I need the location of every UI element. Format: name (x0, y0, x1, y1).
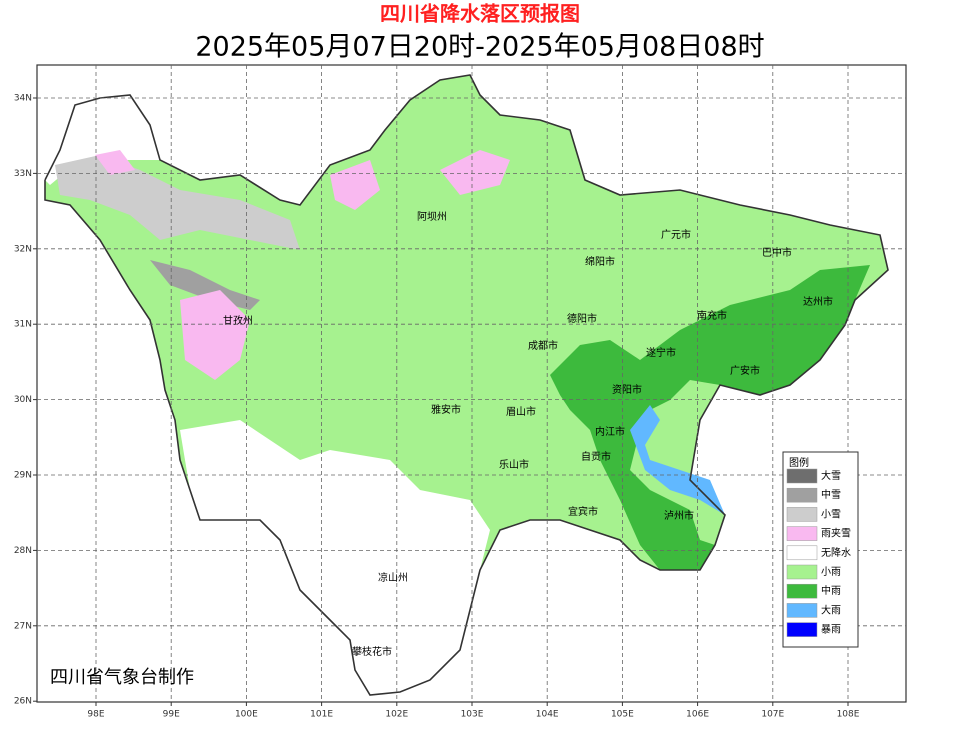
place-label: 广安市 (730, 364, 760, 377)
heavy-rain-area (630, 405, 725, 515)
sleet-area (95, 150, 135, 175)
no-precip-south (180, 420, 490, 695)
place-label: 遂宁市 (646, 346, 676, 359)
legend-swatch (786, 487, 818, 503)
place-label: 达州市 (803, 295, 833, 308)
sleet-area (330, 160, 380, 210)
lat-tick-label: 31N (14, 320, 32, 330)
moderate-snow-area (150, 260, 260, 310)
legend-label: 暴雨 (821, 624, 841, 636)
place-label: 攀枝花市 (352, 645, 392, 658)
lon-tick-label: 106E (686, 710, 709, 720)
legend-swatch (786, 468, 818, 484)
place-label: 乐山市 (499, 458, 529, 471)
place-label: 巴中市 (762, 246, 792, 259)
lon-tick-label: 100E (235, 710, 258, 720)
legend-label: 小雨 (821, 566, 841, 578)
sleet-area (180, 290, 250, 380)
legend-label: 小雪 (821, 508, 841, 520)
lon-tick-label: 101E (310, 710, 333, 720)
place-label: 自贡市 (581, 450, 611, 463)
lat-tick-label: 26N (14, 697, 32, 707)
lon-tick-label: 107E (761, 710, 784, 720)
legend-label: 中雪 (821, 488, 841, 501)
legend-label: 大雨 (821, 603, 841, 616)
moderate-rain-area (550, 265, 870, 570)
place-label: 泸州市 (664, 509, 694, 522)
place-label: 宜宾市 (568, 505, 598, 518)
place-label: 阿坝州 (417, 211, 447, 223)
light-snow-area (55, 155, 300, 250)
lat-tick-label: 30N (14, 395, 32, 405)
legend-swatch (786, 583, 818, 599)
legend-swatch (786, 545, 818, 561)
credit: 四川省气象台制作 (50, 667, 194, 688)
lon-tick-label: 108E (837, 710, 860, 720)
place-label: 雅安市 (431, 403, 461, 416)
grid: 34N 33N 32N 31N 30N 29N 28N 27N 26N 98E 99E 100E 101… (14, 65, 906, 720)
province-border (44, 74, 889, 696)
place-label: 眉山市 (506, 405, 536, 418)
legend-swatch (786, 507, 818, 522)
place-label: 德阳市 (567, 312, 597, 325)
place-label: 成都市 (528, 339, 558, 352)
place-label: 凉山州 (378, 571, 408, 584)
lon-tick-label: 104E (536, 710, 559, 720)
legend-label: 无降水 (821, 546, 851, 559)
lon-tick-label: 105E (611, 710, 634, 720)
legend-swatch (786, 564, 818, 580)
lat-tick-label: 28N (14, 546, 32, 556)
legend-swatch (786, 526, 818, 541)
place-label: 内江市 (595, 425, 625, 438)
lon-tick-label: 102E (385, 710, 408, 720)
places: 阿坝州 广元市 巴中市 绵阳市 达州市 甘孜州 德阳市 南充市 成都市 遂宁市 … (223, 211, 833, 658)
lon-tick-label: 98E (87, 710, 104, 720)
subtitle: 2025年05月07日20时-2025年05月08日08时 (195, 32, 764, 63)
lat-tick-label: 32N (14, 244, 32, 254)
title: 四川省降水落区预报图 (380, 2, 580, 26)
regions (44, 74, 889, 696)
lon-tick-label: 103E (461, 710, 484, 720)
place-label: 绵阳市 (585, 255, 615, 268)
place-label: 广元市 (661, 228, 691, 241)
place-label: 资阳市 (612, 383, 642, 396)
legend-label: 大雪 (821, 469, 841, 482)
lat-tick-label: 27N (14, 621, 32, 631)
lon-tick-label: 99E (163, 710, 180, 720)
place-label: 甘孜州 (223, 314, 253, 327)
legend-title: 图例 (789, 456, 809, 469)
legend-label: 雨夹雪 (821, 527, 851, 540)
place-label: 南充市 (697, 309, 727, 322)
lat-tick-label: 34N (14, 94, 32, 104)
legend-swatch (786, 622, 818, 637)
lat-tick-label: 33N (14, 169, 32, 179)
sleet-area (440, 150, 510, 195)
lat-tick-label: 29N (14, 471, 32, 481)
legend-swatch (786, 603, 818, 618)
legend-label: 中雨 (821, 584, 841, 597)
